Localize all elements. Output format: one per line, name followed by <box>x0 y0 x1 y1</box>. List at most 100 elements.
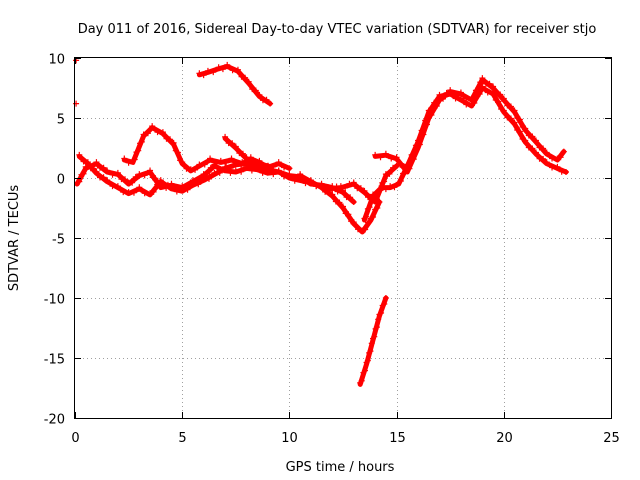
data-point <box>302 177 309 184</box>
data-point <box>368 340 375 347</box>
series-arc-f <box>297 171 383 235</box>
data-point <box>364 357 371 364</box>
data-point <box>367 348 374 355</box>
data-point <box>157 177 164 184</box>
data-point <box>121 155 128 162</box>
data-point <box>529 145 536 152</box>
data-point <box>80 170 87 177</box>
data-point <box>381 301 388 307</box>
data-point <box>484 89 491 96</box>
data-point <box>525 144 532 151</box>
data-point <box>557 154 564 161</box>
data-point <box>347 194 354 201</box>
y-tick-label: 0 <box>57 173 65 188</box>
data-point <box>122 176 129 183</box>
data-point <box>200 72 207 79</box>
y-tick-label: -5 <box>52 233 65 248</box>
data-point <box>477 79 484 86</box>
data-point <box>212 159 219 166</box>
data-point <box>433 103 440 109</box>
data-point <box>493 90 500 97</box>
data-point <box>196 161 203 168</box>
data-point <box>140 131 147 138</box>
data-point <box>215 64 222 71</box>
data-point <box>371 333 378 340</box>
x-tick-label: 20 <box>496 431 513 446</box>
data-point <box>238 73 245 80</box>
data-point <box>342 184 349 191</box>
data-point <box>154 129 161 136</box>
data-point <box>388 155 395 162</box>
data-point <box>141 190 148 197</box>
data-point <box>522 125 529 132</box>
data-point <box>543 149 550 156</box>
data-point <box>76 178 83 185</box>
data-point <box>201 161 208 168</box>
data-point <box>374 205 381 211</box>
data-point <box>136 184 143 191</box>
data-point <box>507 115 514 122</box>
data-point <box>109 171 116 178</box>
data-point <box>204 67 211 74</box>
data-point <box>259 97 266 104</box>
data-point <box>167 136 174 143</box>
data-point <box>120 189 127 196</box>
data-point <box>229 140 236 147</box>
data-point <box>391 184 398 191</box>
data-point <box>495 98 502 105</box>
data-point <box>329 186 336 193</box>
data-point <box>318 183 325 190</box>
data-point <box>554 155 561 162</box>
data-point <box>189 180 196 187</box>
data-point <box>147 190 154 197</box>
data-point <box>232 143 239 150</box>
data-point <box>447 87 454 94</box>
y-tick-label: -10 <box>44 293 65 308</box>
data-point <box>174 149 181 156</box>
data-point <box>132 173 139 180</box>
data-point <box>471 100 478 106</box>
data-point <box>452 91 459 98</box>
data-point <box>476 91 483 97</box>
data-point <box>207 155 214 162</box>
data-point <box>207 164 214 171</box>
data-point <box>129 179 136 186</box>
chart-title: Day 011 of 2016, Sidereal Day-to-day VTE… <box>78 22 597 37</box>
series-arc-g <box>357 295 389 387</box>
data-point <box>536 144 543 151</box>
data-point <box>275 167 282 174</box>
data-point <box>342 210 349 217</box>
data-point <box>100 174 107 181</box>
series-arc-b <box>76 151 314 198</box>
data-point <box>76 151 83 158</box>
x-tick-label: 0 <box>71 431 79 446</box>
data-point <box>227 165 234 172</box>
series-arc-i <box>372 75 567 175</box>
data-point <box>275 159 282 166</box>
data-point <box>238 168 245 175</box>
data-point <box>254 159 261 166</box>
data-point <box>497 91 504 98</box>
data-point <box>138 138 145 145</box>
data-point <box>423 121 430 128</box>
data-point <box>357 185 364 192</box>
data-point <box>90 165 97 172</box>
data-point <box>532 137 539 144</box>
data-point <box>486 80 493 87</box>
data-point <box>490 83 497 90</box>
data-point <box>504 102 511 109</box>
data-point <box>507 103 514 110</box>
data-point <box>350 219 357 226</box>
data-point <box>195 181 202 188</box>
data-point <box>297 171 304 178</box>
data-series <box>73 57 569 387</box>
data-point <box>281 164 288 171</box>
data-point <box>104 177 111 184</box>
data-point <box>378 310 385 316</box>
data-point <box>463 101 470 108</box>
data-point <box>560 148 567 155</box>
data-point <box>525 132 532 139</box>
data-point <box>504 114 511 121</box>
data-point <box>393 163 400 169</box>
